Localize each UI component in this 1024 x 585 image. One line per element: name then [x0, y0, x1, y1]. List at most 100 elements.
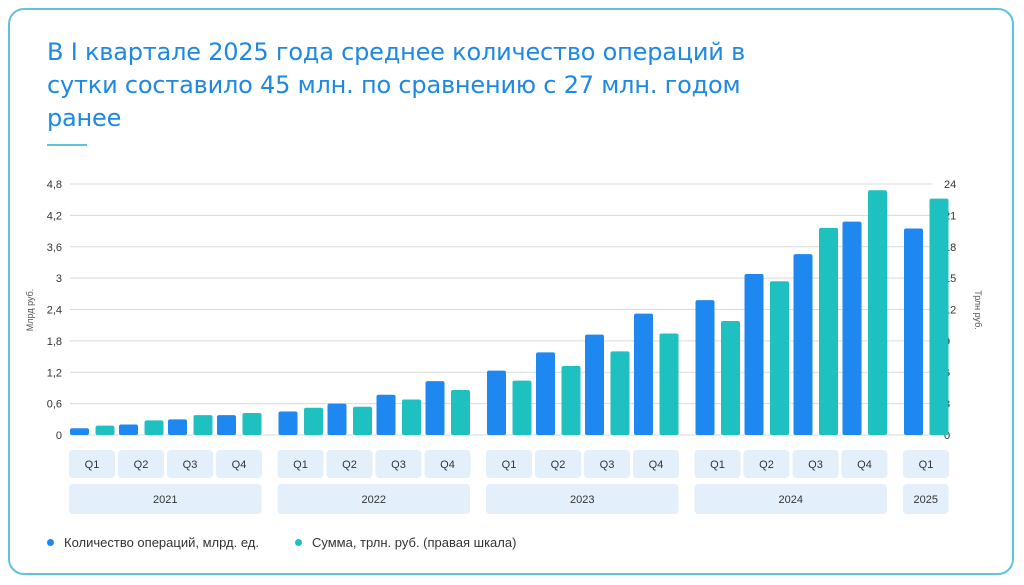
quarter-label-box: [167, 450, 213, 478]
bar-count: [425, 381, 445, 435]
quarter-label: Q2: [342, 459, 357, 471]
legend-label-count: Количество операций, млрд. ед.: [64, 534, 259, 550]
bar-sum: [819, 227, 838, 435]
y-tick-label-right: 0: [944, 430, 950, 442]
y-tick-label-left: 1,8: [47, 336, 62, 348]
quarter-label: Q3: [600, 459, 615, 471]
quarter-label-box: [584, 450, 630, 478]
quarter-label-box: [486, 450, 532, 478]
title-underline: [47, 144, 87, 146]
quarter-label-box: [277, 450, 324, 478]
quarter-label: Q1: [710, 459, 725, 471]
quarter-label-box: [69, 450, 115, 478]
quarter-label-box: [375, 450, 422, 478]
year-label: 2022: [362, 494, 386, 506]
y-tick-label-left: 4,2: [47, 210, 62, 222]
bar-count: [842, 221, 862, 435]
bar-sum: [193, 415, 213, 435]
legend-label-sum: Сумма, трлн. руб. (правая шкала): [311, 534, 517, 550]
bar-sum: [721, 321, 740, 435]
y-tick-label-left: 3,6: [47, 242, 62, 254]
bar-sum: [770, 281, 789, 435]
year-label-box: [69, 484, 262, 514]
quarter-label-box: [694, 450, 741, 478]
bar-count: [585, 334, 604, 435]
bar-sum: [144, 420, 164, 435]
bar-count: [744, 273, 764, 435]
bar-sum: [242, 413, 262, 435]
bar-count: [168, 419, 187, 435]
quarter-label: Q2: [134, 459, 149, 471]
bar-count: [793, 254, 813, 435]
legend-dot-count: [47, 538, 54, 546]
bar-count: [278, 411, 298, 435]
bar-sum: [610, 351, 630, 435]
quarter-label-box: [633, 450, 679, 478]
bar-sum: [95, 425, 115, 435]
quarter-label: Q1: [293, 459, 308, 471]
quarter-label: Q1: [919, 459, 934, 471]
quarter-label: Q2: [551, 459, 566, 471]
quarter-label: Q2: [759, 459, 774, 471]
y-tick-label-left: 4,8: [47, 179, 62, 191]
bar-sum: [402, 399, 421, 435]
bar-sum: [868, 190, 887, 435]
y-tick-label-left: 2,4: [47, 305, 62, 317]
quarter-label: Q3: [183, 459, 198, 471]
bar-sum: [929, 198, 949, 435]
bar-count: [695, 300, 715, 435]
year-label-box: [486, 484, 679, 514]
quarter-label: Q4: [649, 459, 664, 471]
quarter-label-box: [535, 450, 581, 478]
quarter-label: Q1: [502, 459, 517, 471]
bar-sum: [561, 365, 581, 435]
quarter-label-box: [743, 450, 790, 478]
bar-count: [119, 424, 138, 435]
quarter-label-box: [326, 450, 373, 478]
year-label-box: [694, 484, 887, 514]
bar-count: [487, 370, 506, 435]
y-tick-label-left: 0: [56, 430, 62, 442]
quarter-label: Q3: [391, 459, 406, 471]
quarter-label: Q3: [808, 459, 823, 471]
y-tick-label-left: 0,6: [47, 399, 62, 411]
quarter-label: Q4: [232, 459, 247, 471]
legend: Количество операций, млрд. ед. Сумма, тр…: [47, 532, 552, 552]
quarter-label: Q4: [440, 459, 455, 471]
quarter-label: Q4: [857, 459, 872, 471]
quarter-label: Q1: [85, 459, 100, 471]
legend-item-count: Количество операций, млрд. ед.: [47, 535, 259, 550]
legend-dot-sum: [294, 538, 302, 546]
bar-count: [904, 228, 923, 435]
bar-sum: [659, 333, 679, 435]
quarter-label-box: [841, 450, 888, 478]
bar-count: [70, 428, 89, 435]
quarter-label-box: [903, 450, 949, 478]
chart-title: В I квартале 2025 года среднее количеств…: [47, 38, 746, 132]
legend-item-sum: Сумма, трлн. руб. (правая шкала): [294, 534, 517, 550]
year-label: 2025: [914, 494, 938, 506]
bar-count: [217, 415, 236, 435]
bar-count: [536, 352, 555, 435]
bar-sum: [304, 407, 323, 435]
quarter-label-box: [424, 450, 471, 478]
year-label-box: [903, 484, 949, 514]
year-label: 2021: [153, 494, 177, 506]
quarter-label-box: [216, 450, 262, 478]
y-tick-label-right: 24: [944, 179, 956, 191]
year-label-box: [277, 484, 470, 514]
year-label: 2023: [570, 494, 594, 506]
bar-sum: [512, 380, 532, 435]
y-axis-label-left: Млрд руб.: [25, 289, 35, 331]
y-axis-label-right: Трлн руб.: [973, 290, 983, 330]
y-tick-label-left: 1,2: [47, 367, 62, 379]
bar-sum: [451, 390, 470, 435]
quarter-label-box: [118, 450, 164, 478]
bar-count: [376, 394, 396, 435]
bar-count: [634, 313, 653, 435]
y-tick-label-left: 3: [56, 273, 62, 285]
quarter-label-box: [792, 450, 839, 478]
bar-count: [327, 403, 347, 435]
bar-sum: [353, 406, 372, 435]
